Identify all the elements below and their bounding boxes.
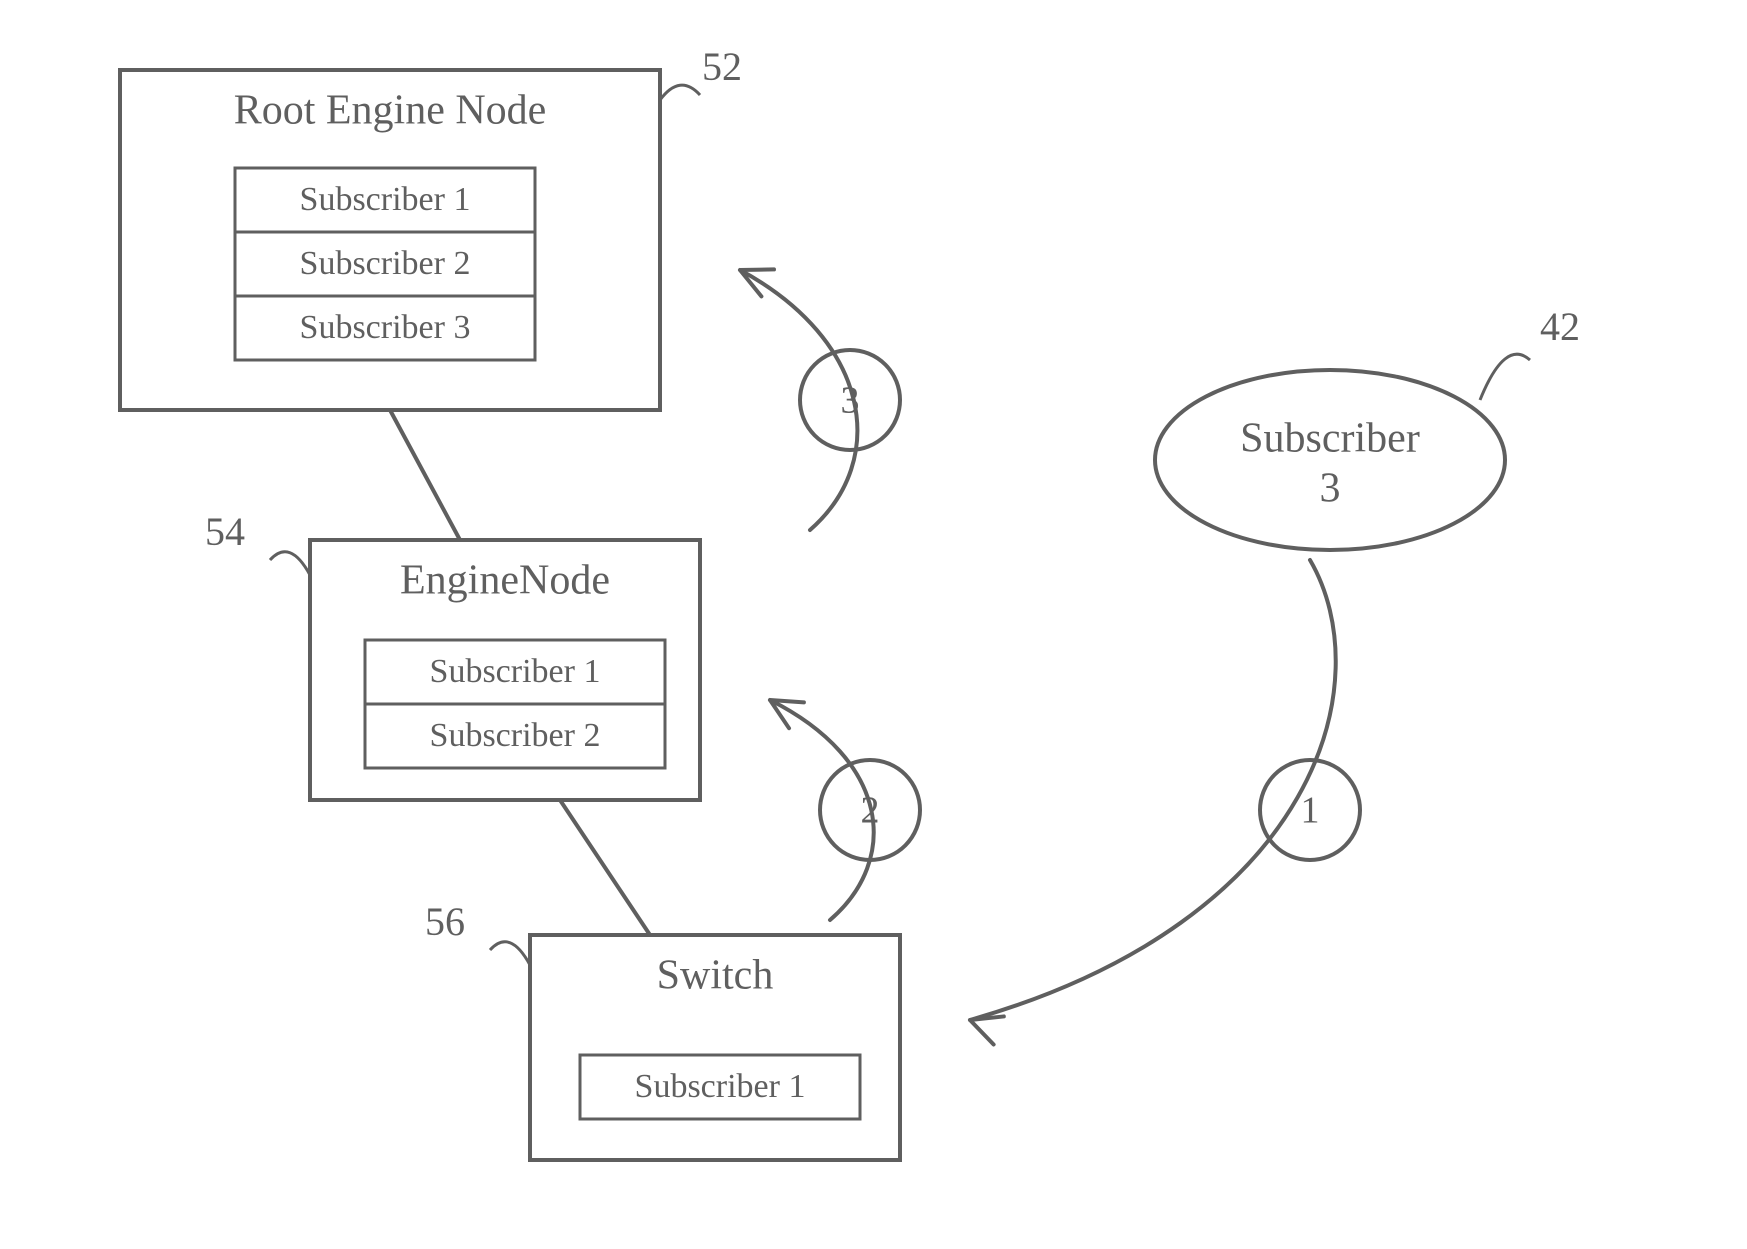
- node-title: EngineNode: [400, 558, 610, 604]
- step-number: 1: [1301, 790, 1320, 832]
- tree-edge: [390, 410, 460, 540]
- step-number: 3: [841, 380, 860, 422]
- step-number: 2: [861, 790, 880, 832]
- callout-label: 54: [205, 509, 245, 554]
- subscriber-item: Subscriber 1: [430, 653, 601, 690]
- subscriber-item: Subscriber 3: [300, 309, 471, 346]
- ellipse-label-line1: Subscriber: [1240, 416, 1420, 462]
- callout-leader: [270, 552, 310, 575]
- subscriber-ellipse: Subscriber3: [1155, 370, 1505, 550]
- callout-leader: [1480, 354, 1530, 400]
- ellipse-label-line2: 3: [1320, 466, 1341, 512]
- tree-edge: [560, 800, 650, 935]
- subscriber-item: Subscriber 1: [635, 1068, 806, 1105]
- subscriber-item: Subscriber 1: [300, 181, 471, 218]
- node-title: Switch: [657, 953, 774, 999]
- callout-label: 42: [1540, 304, 1580, 349]
- diagram-canvas: Root Engine Node Subscriber 1 Subscriber 2…: [0, 0, 1747, 1249]
- subscriber-item: Subscriber 2: [430, 717, 601, 754]
- callout-label: 52: [702, 44, 742, 89]
- flow-arrow: [970, 560, 1336, 1020]
- subscriber-item: Subscriber 2: [300, 245, 471, 282]
- node-root: Root Engine Node Subscriber 1 Subscriber 2…: [120, 70, 660, 410]
- callout-leader: [660, 85, 700, 100]
- node-title: Root Engine Node: [234, 88, 547, 134]
- node-engine: EngineNode Subscriber 1 Subscriber 2: [310, 540, 700, 800]
- callout-leader: [490, 942, 530, 965]
- node-switch: Switch Subscriber 1: [530, 935, 900, 1160]
- callout-label: 56: [425, 899, 465, 944]
